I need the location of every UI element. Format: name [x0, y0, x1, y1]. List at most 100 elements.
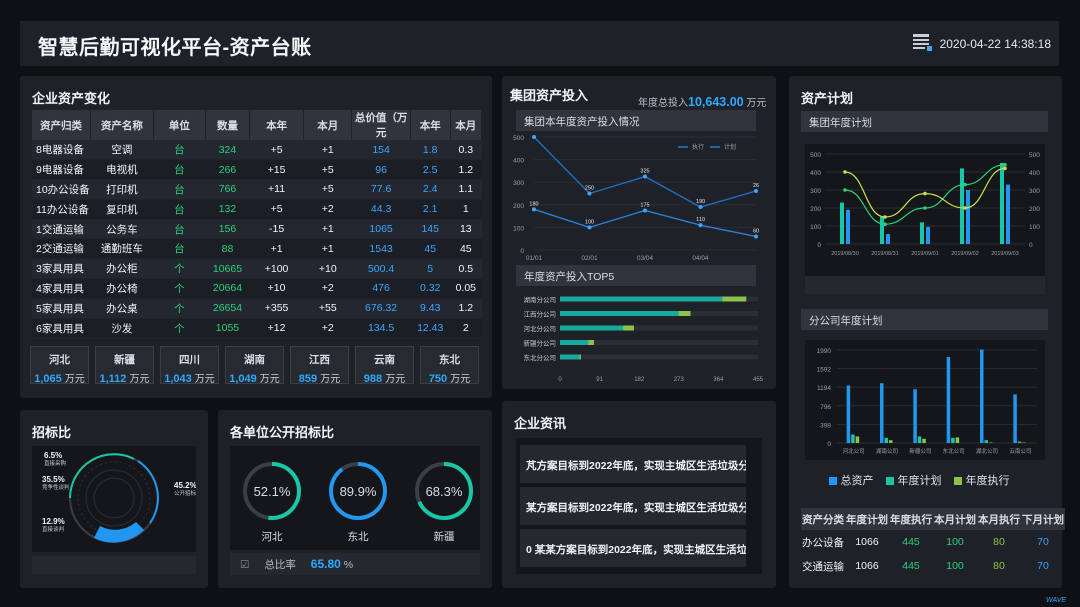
region-card[interactable]: 云南 988 万元	[355, 346, 414, 385]
bar[interactable]	[913, 389, 917, 443]
table-row[interactable]: 10办公设备 打印机台 766 +11 +5 77.6 2.4 1.1	[32, 179, 482, 200]
bar[interactable]	[966, 190, 970, 244]
data-point[interactable]	[754, 234, 758, 239]
bar[interactable]	[920, 222, 924, 244]
data-point[interactable]	[843, 170, 847, 174]
region-card[interactable]: 江西 859 万元	[290, 346, 349, 385]
table-row[interactable]: 6家具用具 沙发个 1055 +12 +2 134.5 12.43 2	[32, 318, 482, 339]
data-point[interactable]	[963, 206, 967, 210]
plan-col-header[interactable]: 下月计划	[1021, 508, 1065, 530]
data-point[interactable]	[1003, 166, 1007, 171]
data-point[interactable]	[587, 191, 592, 196]
data-point[interactable]	[843, 188, 847, 192]
asset-col-header[interactable]: 数量	[205, 110, 250, 140]
plan-col-header[interactable]: 资产分类	[801, 508, 845, 530]
exec-bar[interactable]	[560, 296, 723, 302]
news-item[interactable]: 0 某某方案目标到2022年底，实现主城区生活垃圾分类	[520, 529, 746, 567]
bar[interactable]	[840, 202, 844, 244]
region-card[interactable]: 河北 1,065 万元	[30, 346, 89, 385]
news-item[interactable]: 芃方案目标到2022年底，实现主城区生活垃圾分类	[520, 445, 746, 483]
table-row[interactable]: 办公设备 1066 445 100 80 70	[801, 530, 1065, 554]
bar[interactable]	[955, 437, 960, 443]
table-row[interactable]: 2交通运输 通勤班车台 88 +1 +1 1543 45 45	[32, 238, 482, 260]
plan-col-header[interactable]: 年度执行	[889, 508, 933, 530]
gauge-arc[interactable]	[329, 462, 387, 520]
bar[interactable]	[960, 168, 964, 244]
bar[interactable]	[846, 209, 850, 244]
table-row[interactable]: 1交通运输 公务车台 156 -15 +1 1065 145 13	[32, 219, 482, 240]
data-point[interactable]	[963, 182, 967, 187]
table-cell: 134.5	[351, 318, 411, 339]
asset-col-header[interactable]: 本月	[450, 110, 483, 140]
exec-bar[interactable]	[560, 325, 624, 331]
data-point[interactable]	[883, 215, 887, 219]
gauge-arc[interactable]	[243, 462, 301, 520]
asset-col-header[interactable]: 本月	[303, 110, 353, 140]
table-row[interactable]: 5家具用具 办公桌个 26654 +355 +55 676.32 9.43 1.2	[32, 298, 482, 319]
bar[interactable]	[889, 440, 893, 443]
data-point[interactable]	[754, 189, 758, 194]
data-point[interactable]	[532, 135, 536, 139]
bar[interactable]	[1006, 184, 1010, 244]
table-row[interactable]: 交通运输 1066 445 100 80 70	[801, 554, 1065, 578]
asset-col-header[interactable]: 总价值（万元	[351, 110, 411, 140]
legend-swatch	[828, 477, 837, 486]
exec-bar[interactable]	[560, 311, 679, 316]
bar[interactable]	[880, 383, 884, 443]
exec-bar[interactable]	[560, 340, 589, 345]
exec-bar[interactable]	[560, 354, 580, 360]
data-point[interactable]	[923, 191, 927, 196]
table-row[interactable]: 4家具用具 办公椅个 20664 +10 +2 476 0.32 0.05	[32, 278, 482, 299]
table-cell: 9.43	[410, 298, 451, 319]
table-cell: 132	[205, 199, 250, 220]
data-point[interactable]	[1003, 163, 1007, 167]
bar[interactable]	[855, 436, 860, 443]
data-point[interactable]	[587, 225, 592, 230]
region-card[interactable]: 新疆 1,112 万元	[95, 346, 154, 385]
data-point[interactable]	[698, 205, 703, 210]
bar[interactable]	[946, 357, 951, 443]
table-row[interactable]: 8电器设备 空调台 324 +5 +1 154 1.8 0.3	[32, 140, 482, 161]
bar[interactable]	[980, 349, 984, 443]
bar[interactable]	[984, 440, 989, 443]
bar[interactable]	[880, 217, 884, 244]
data-point[interactable]	[643, 174, 647, 179]
data-point[interactable]	[643, 208, 647, 213]
data-point[interactable]	[923, 206, 927, 210]
bar[interactable]	[917, 436, 922, 443]
asset-col-header[interactable]: 资产归类	[32, 110, 92, 140]
table-row[interactable]: 3家具用具 办公柜个 10665 +100 +10 500.4 5 0.5	[32, 258, 482, 280]
bar[interactable]	[1000, 163, 1004, 244]
data-point[interactable]	[532, 207, 536, 212]
plan-col-header[interactable]: 本月执行	[977, 508, 1021, 530]
bar[interactable]	[1013, 394, 1017, 443]
gauge-arc[interactable]	[415, 462, 473, 520]
region-card[interactable]: 湖南 1,049 万元	[225, 346, 284, 385]
region-card[interactable]: 四川 1,043 万元	[160, 346, 219, 385]
table-row[interactable]: 11办公设备 复印机台 132 +5 +2 44.3 2.1 1	[32, 199, 482, 220]
data-point[interactable]	[883, 222, 887, 226]
bar[interactable]	[926, 226, 930, 244]
asset-col-header[interactable]: 资产名称	[90, 110, 154, 140]
table-row[interactable]: 9电器设备 电视机台 266 +15 +5 96 2.5 1.2	[32, 159, 482, 181]
bar[interactable]	[851, 434, 855, 443]
plan-col-header[interactable]: 本月计划	[933, 508, 977, 530]
plan-col-header[interactable]: 年度计划	[845, 508, 889, 530]
bar[interactable]	[886, 234, 890, 244]
asset-col-header[interactable]: 本年	[410, 110, 451, 140]
legend-item[interactable]: 总资产	[828, 475, 874, 487]
region-card[interactable]: 东北 750 万元	[420, 346, 479, 385]
bar[interactable]	[884, 437, 889, 443]
ring-segment[interactable]	[94, 522, 144, 543]
bar[interactable]	[922, 438, 926, 443]
invest-panel: 集团资产投入 年度总投入10,643.00 万元 集团本年度资产投入情况 500…	[502, 76, 776, 389]
bar[interactable]	[951, 437, 955, 443]
legend-item[interactable]: 年度计划	[885, 475, 942, 487]
asset-col-header[interactable]: 本年	[249, 110, 305, 140]
asset-col-header[interactable]: 单位	[153, 110, 207, 140]
data-point[interactable]	[698, 223, 703, 228]
legend-item[interactable]: 年度执行	[953, 475, 1010, 487]
news-item[interactable]: 某方案目标到2022年底，实现主城区生活垃圾分类	[520, 487, 746, 525]
bar[interactable]	[846, 385, 851, 443]
bar[interactable]	[1017, 441, 1022, 443]
